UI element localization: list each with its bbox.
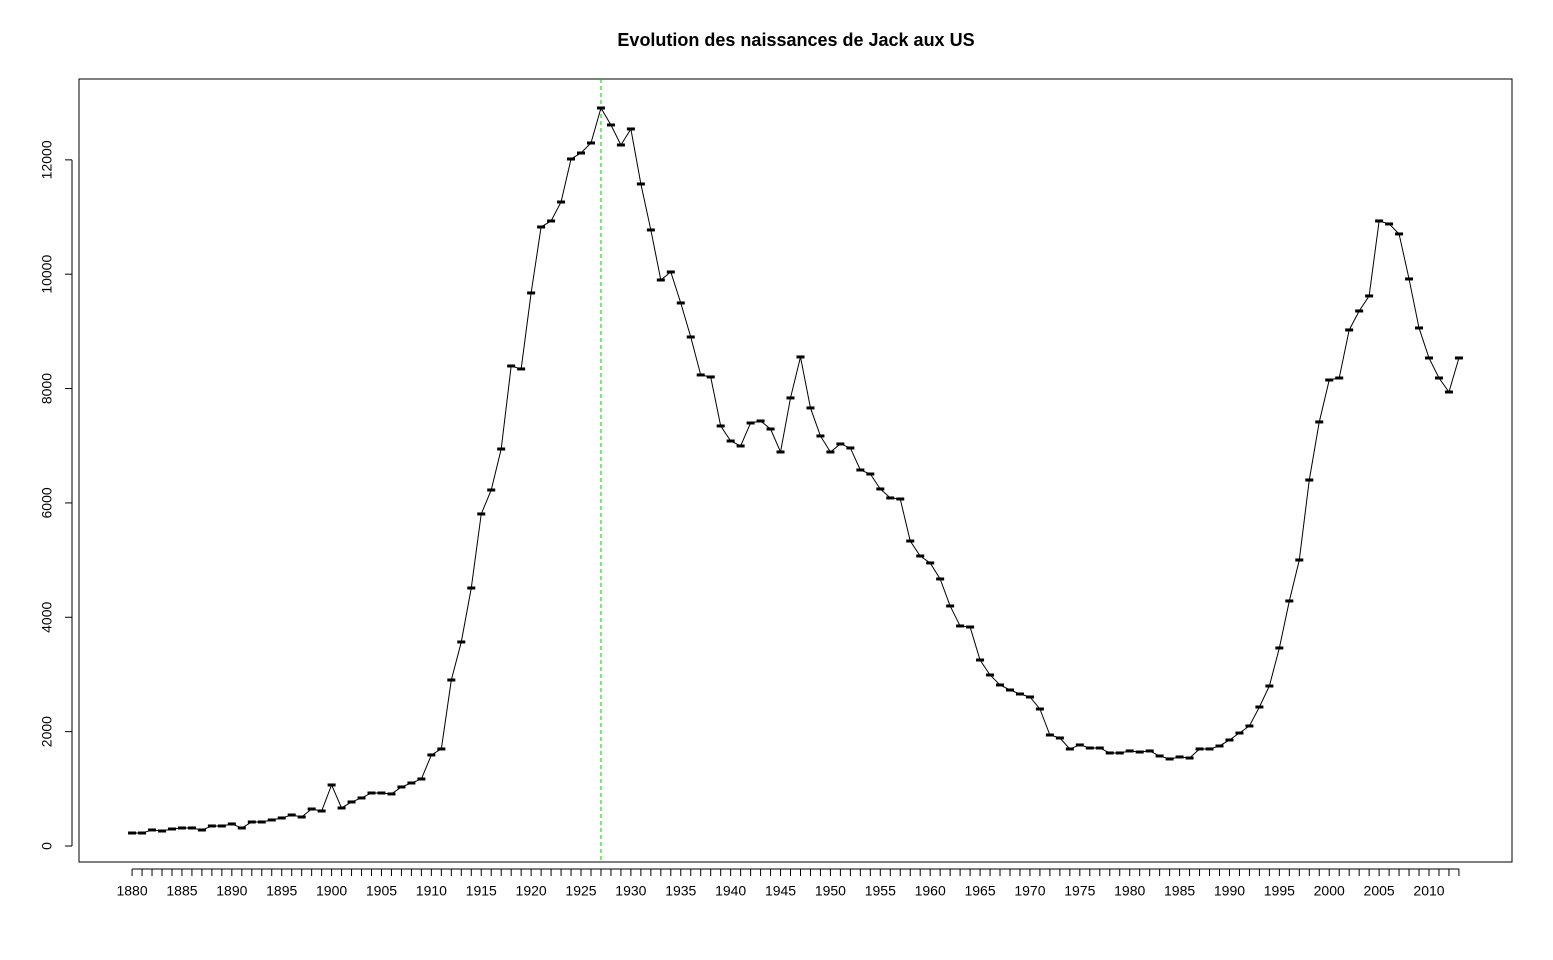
y-tick-label: 8000 <box>39 373 55 404</box>
x-tick-label: 2005 <box>1364 883 1395 899</box>
x-tick-label: 1965 <box>964 883 995 899</box>
plot-frame <box>78 78 1513 863</box>
x-tick-label: 1905 <box>366 883 397 899</box>
x-tick-label: 1900 <box>316 883 347 899</box>
x-tick-label: 1995 <box>1264 883 1295 899</box>
x-tick-label: 1970 <box>1014 883 1045 899</box>
x-tick-label: 1890 <box>216 883 247 899</box>
x-tick-label: 1885 <box>166 883 197 899</box>
x-tick-label: 1895 <box>266 883 297 899</box>
x-tick-label: 1935 <box>665 883 696 899</box>
data-line <box>132 106 1460 834</box>
x-tick-label: 1920 <box>516 883 547 899</box>
y-tick-label: 2000 <box>39 716 55 747</box>
x-tick-label: 1960 <box>915 883 946 899</box>
y-tick-label: 12000 <box>39 140 55 179</box>
x-tick-label: 2000 <box>1314 883 1345 899</box>
chart-title: Evolution des naissances de Jack aux US <box>617 30 974 50</box>
y-tick-label: 4000 <box>39 601 55 632</box>
x-tick-label: 1980 <box>1114 883 1145 899</box>
x-tick-label: 1880 <box>116 883 147 899</box>
x-tick-label: 1955 <box>865 883 896 899</box>
y-tick-label: 0 <box>39 842 55 850</box>
x-tick-label: 1915 <box>466 883 497 899</box>
x-tick-label: 1950 <box>815 883 846 899</box>
x-tick-label: 1945 <box>765 883 796 899</box>
x-tick-label: 2010 <box>1413 883 1444 899</box>
x-tick-label: 1975 <box>1064 883 1095 899</box>
x-tick-label: 1910 <box>416 883 447 899</box>
y-tick-label: 6000 <box>39 487 55 518</box>
x-tick-label: 1985 <box>1164 883 1195 899</box>
x-tick-label: 1930 <box>615 883 646 899</box>
y-tick-label: 10000 <box>39 255 55 294</box>
x-tick-label: 1940 <box>715 883 746 899</box>
x-tick-label: 1990 <box>1214 883 1245 899</box>
x-tick-label: 1925 <box>565 883 596 899</box>
